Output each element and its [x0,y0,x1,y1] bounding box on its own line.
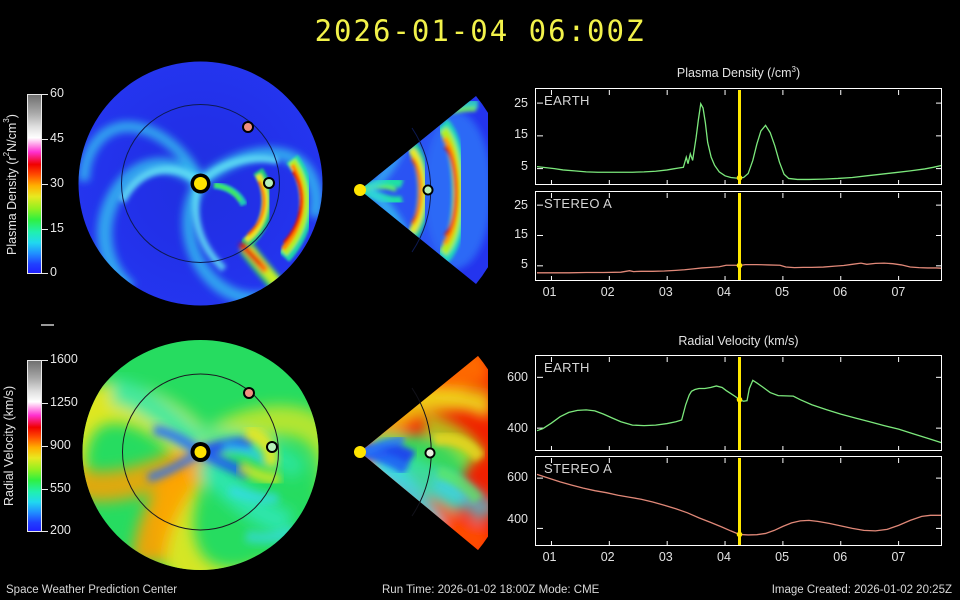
series-line [536,379,941,444]
xtick-02: 02 [600,550,615,564]
colorbar-radial-velocity-tick-1600: 1600 [50,352,78,366]
xtick-07: 07 [891,285,906,299]
radial-velocity-earth-series-label: EARTH [544,360,590,375]
plasma-density-stereo-a-series-label: STEREO A [544,196,613,211]
plasma-density-stereo-a-ytick-5: 5 [521,257,528,271]
radial-velocity-chart-title: Radial Velocity (km/s) [678,334,799,348]
colorbar-plasma-density-gradient [27,94,42,274]
earth-marker [265,179,273,187]
radial-velocity-stereo-a-curve [536,458,941,545]
xtick-02: 02 [600,285,615,299]
current-time-marker [738,193,741,280]
plasma-density-earth-series-label: EARTH [544,93,590,108]
colorbar-plasma-density-tick-60: 60 [50,86,64,100]
radial-velocity-stereo-a-series-label: STEREO A [544,461,613,476]
xtick-04: 04 [717,285,731,299]
earth-marker [424,186,432,194]
sun-marker [194,446,207,458]
stereo-a-marker [244,123,252,131]
xtick-01: 01 [542,285,557,299]
series-line [536,101,941,181]
xtick-06: 06 [833,285,848,299]
series-line [537,262,941,274]
xtick-03: 03 [658,550,673,564]
colorbar-plasma-density-tick-15: 15 [50,221,64,235]
footer-run-time: Run Time: 2026-01-02 18:00Z Mode: CME [382,584,600,596]
xtick-05: 05 [775,550,790,564]
current-value-dot [736,531,743,538]
radial-velocity-stereo-a-panel: STEREO A [535,456,942,546]
meridional-plane-velocity-plot [338,352,488,557]
colorbar-radial-velocity-tick-1250: 1250 [50,395,78,409]
colorbar-plasma-density: Plasma Density (r2N/cm3) 60 45 30 15 0 [0,86,75,282]
plasma-density-chart-title: Plasma Density (/cm3) [676,65,801,81]
plasma-density-earth-curve [536,90,941,184]
current-value-dot [736,396,743,403]
current-value-dot [736,174,743,181]
colorbar-radial-velocity-tick-200: 200 [50,523,71,537]
series-line [536,473,941,536]
meridional-density-image [354,96,488,284]
sun-marker [194,177,207,190]
plasma-density-stereo-a-ytick-15: 15 [514,227,528,241]
stereo-a-marker [245,389,253,397]
radial-velocity-stereo-a-ytick-600: 600 [507,470,528,484]
xtick-04: 04 [717,550,731,564]
xtick-01: 01 [542,550,557,564]
colorbar-radial-velocity-tick-900: 900 [50,438,71,452]
current-value-dot [736,262,743,269]
xtick-05: 05 [775,285,790,299]
plasma-density-earth-ytick-5: 5 [521,159,528,173]
current-time-marker [738,90,741,184]
earth-marker [426,449,434,457]
radial-velocity-stereo-a-ytick-400: 400 [507,512,528,526]
current-time-marker [738,357,741,450]
plasma-density-earth-ytick-15: 15 [514,127,528,141]
ecliptic-velocity-image [82,340,319,570]
earth-marker [268,443,276,451]
footer-agency: Space Weather Prediction Center [6,584,178,596]
ecliptic-plane-density-plot [78,61,323,306]
ecliptic-density-image [78,61,323,306]
radial-velocity-earth-curve [536,357,941,450]
ecliptic-plane-velocity-plot [78,340,323,572]
meridional-plane-density-plot [338,90,488,290]
plasma-density-stereo-a-curve [537,193,941,280]
colorbar-plasma-density-tick-0: 0 [50,265,57,279]
colorbar-plasma-density-tick-30: 30 [50,176,64,190]
sun-marker [354,446,366,458]
stray-tick-mark [41,324,54,326]
radial-velocity-earth-panel: EARTH [535,355,942,451]
current-time-marker [738,458,741,545]
meridional-velocity-image [354,356,488,550]
colorbar-radial-velocity: Radial Velocity (km/s) 1600 1250 900 550… [0,352,78,538]
footer-image-created: Image Created: 2026-01-02 20:25Z [771,584,952,596]
xtick-03: 03 [658,285,673,299]
page-title: 2026-01-04 06:00Z [314,14,646,48]
colorbar-radial-velocity-tick-550: 550 [50,481,71,495]
xtick-07: 07 [891,550,906,564]
xtick-06: 06 [833,550,848,564]
radial-velocity-earth-ytick-600: 600 [507,370,528,384]
sun-marker [354,184,366,196]
plasma-density-earth-ytick-25: 25 [514,96,528,110]
plasma-density-stereo-a-ytick-25: 25 [514,198,528,212]
radial-velocity-earth-ytick-400: 400 [507,421,528,435]
plasma-density-earth-panel: EARTH [535,88,942,185]
plasma-density-stereo-a-panel: STEREO A [535,191,942,281]
colorbar-radial-velocity-label: Radial Velocity (km/s) [2,385,16,507]
colorbar-plasma-density-label: Plasma Density (r2N/cm3) [2,114,20,255]
colorbar-plasma-density-tick-45: 45 [50,131,64,145]
colorbar-radial-velocity-gradient [27,360,42,532]
